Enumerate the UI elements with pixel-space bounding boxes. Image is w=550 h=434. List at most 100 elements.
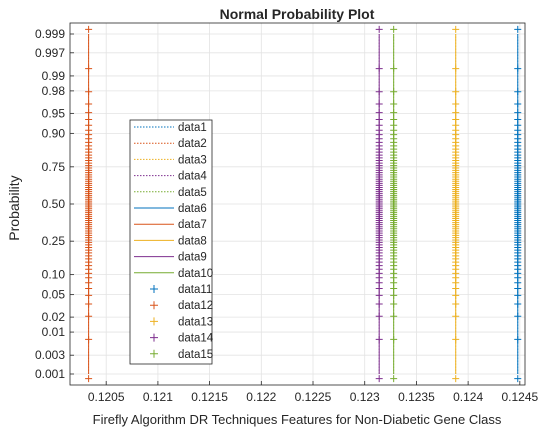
y-tick-label: 0.75 — [42, 160, 66, 174]
legend-label: data10 — [178, 268, 213, 280]
data-point — [390, 115, 398, 123]
data-point — [85, 65, 93, 73]
data-point — [85, 312, 93, 320]
legend-label: data14 — [178, 333, 214, 345]
legend-entry: data7 — [134, 219, 207, 231]
data-point — [375, 65, 383, 73]
legend-entry: data10 — [134, 268, 213, 280]
data-point — [375, 100, 383, 108]
y-tick-label: 0.05 — [42, 288, 66, 302]
y-axis-ticks: 0.001 0.003 0.010.02 0.05 0.10 0.25 0.50 0.75 0.… — [35, 27, 74, 381]
data-point — [85, 375, 93, 383]
data-point — [452, 25, 460, 33]
data-point — [514, 100, 522, 108]
data-point — [390, 100, 398, 108]
legend-label: data6 — [178, 203, 207, 215]
data-point — [390, 335, 398, 343]
data-point — [85, 100, 93, 108]
data-point — [452, 312, 460, 320]
data-point — [452, 335, 460, 343]
legend-box — [129, 119, 213, 365]
legend-marker-swatch — [150, 333, 158, 342]
legend-label: data15 — [178, 349, 213, 361]
y-tick-label: 0.50 — [42, 197, 66, 211]
data-point — [375, 88, 383, 96]
data-point — [85, 291, 93, 299]
y-tick-label: 0.999 — [35, 27, 65, 41]
data-point — [514, 109, 522, 117]
legend-entry: data6 — [134, 203, 207, 215]
legend-entry: data4 — [134, 171, 207, 183]
data-point — [85, 300, 93, 308]
data-point — [514, 65, 522, 73]
data-point — [390, 65, 398, 73]
y-tick-label: 0.95 — [42, 106, 66, 120]
series-data15 — [390, 25, 398, 383]
legend-label: data3 — [178, 154, 207, 166]
plot-series — [85, 25, 522, 383]
x-tick-label: 0.121 — [143, 390, 173, 404]
legend-entry: data15 — [150, 349, 213, 361]
x-axis-label: Firefly Algorithm DR Techniques Features… — [93, 412, 502, 427]
legend-label: data5 — [178, 187, 207, 199]
legend-entry: data12 — [150, 300, 213, 312]
data-point — [375, 291, 383, 299]
data-point — [452, 375, 460, 383]
y-tick-label: 0.02 — [42, 310, 66, 324]
data-point — [375, 312, 383, 320]
data-point — [375, 25, 383, 33]
data-point — [85, 335, 93, 343]
legend-entry: data9 — [134, 252, 207, 264]
y-tick-label: 0.98 — [42, 84, 66, 98]
x-tick-label: 0.1235 — [398, 390, 435, 404]
legend-label: data7 — [178, 219, 207, 231]
legend-label: data8 — [178, 235, 207, 247]
data-point — [514, 88, 522, 96]
data-point — [514, 115, 522, 123]
x-tick-label: 0.1245 — [501, 390, 538, 404]
y-tick-label: 0.997 — [35, 46, 65, 60]
y-tick-label: 0.99 — [42, 69, 66, 83]
data-point — [514, 312, 522, 320]
legend-label: data9 — [178, 252, 207, 264]
legend-label: data4 — [178, 171, 207, 183]
series-data13 — [452, 25, 460, 383]
data-point — [390, 375, 398, 383]
data-point — [375, 109, 383, 117]
y-tick-label: 0.01 — [42, 325, 66, 339]
y-tick-label: 0.003 — [35, 348, 65, 362]
y-tick-label: 0.90 — [42, 126, 66, 140]
data-point — [85, 109, 93, 117]
x-tick-label: 0.1215 — [191, 390, 228, 404]
x-tick-label: 0.123 — [350, 390, 380, 404]
data-point — [390, 291, 398, 299]
y-tick-label: 0.25 — [42, 234, 66, 248]
data-point — [375, 115, 383, 123]
data-point — [514, 300, 522, 308]
data-point — [85, 88, 93, 96]
legend-marker-swatch — [150, 301, 158, 310]
legend-entry: data13 — [150, 316, 213, 328]
data-point — [390, 25, 398, 33]
series-data12 — [85, 25, 93, 383]
data-point — [452, 65, 460, 73]
data-point — [452, 300, 460, 308]
legend-entry: data8 — [134, 235, 207, 247]
legend-marker-swatch — [150, 317, 158, 326]
y-tick-label: 0.10 — [42, 268, 66, 282]
legend-label: data11 — [178, 284, 212, 296]
x-axis-ticks: 0.1205 0.121 0.1215 0.122 0.1225 0.123 0.1235 0… — [88, 381, 539, 404]
data-point — [390, 88, 398, 96]
y-tick-label: 0.001 — [35, 367, 65, 381]
data-point — [514, 25, 522, 33]
legend: data1 data2 data3 data4 data5 data6 data7 data8… — [129, 119, 214, 365]
data-point — [452, 109, 460, 117]
data-point — [452, 88, 460, 96]
x-tick-label: 0.1225 — [295, 390, 332, 404]
chart-title: Normal Probability Plot — [220, 6, 375, 22]
x-tick-label: 0.1205 — [88, 390, 125, 404]
legend-entry: data2 — [134, 138, 207, 150]
data-point — [452, 100, 460, 108]
